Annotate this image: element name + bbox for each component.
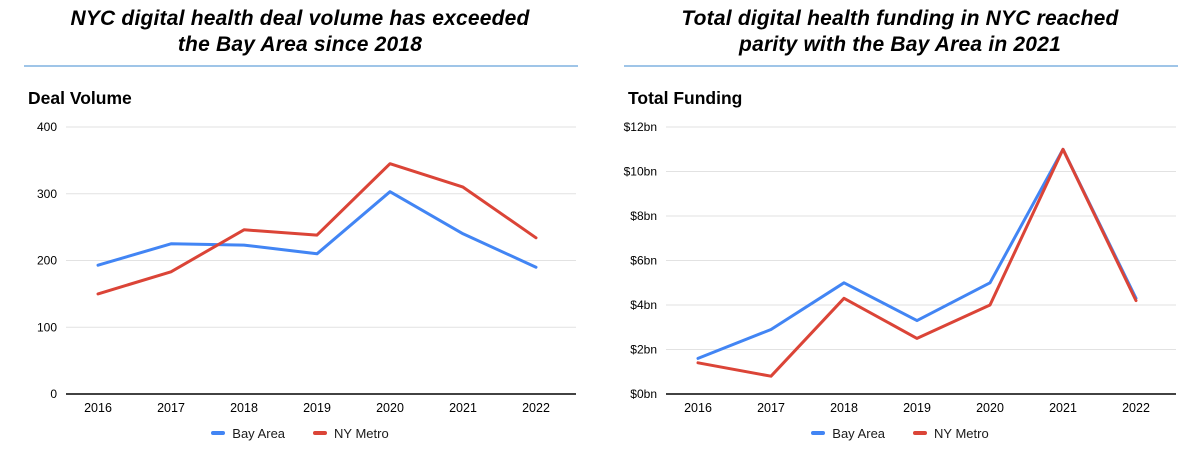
legend-item-ny-metro: NY Metro (313, 426, 389, 441)
y-axis-tick-label: 0 (50, 387, 57, 401)
y-axis-tick-label: $10bn (624, 165, 657, 179)
y-axis-tick-label: 400 (37, 120, 57, 134)
x-axis-tick-label: 2020 (976, 401, 1004, 415)
x-axis-tick-label: 2017 (757, 401, 785, 415)
ny-metro-legend-swatch (913, 431, 928, 435)
title-line-1: Total digital health funding in NYC reac… (681, 7, 1119, 30)
y-axis-tick-label: $0bn (630, 387, 657, 401)
title-underline-rule (24, 65, 578, 67)
bay-area-legend-swatch (811, 431, 826, 435)
y-axis-tick-label: $8bn (630, 209, 657, 223)
y-axis-tick-label: $2bn (630, 343, 657, 357)
deal-volume-legend: Bay Area NY Metro (0, 424, 600, 442)
bay-area-legend-label: Bay Area (232, 425, 286, 441)
legend-item-bay-area: Bay Area (211, 426, 285, 441)
x-axis-tick-label: 2019 (303, 401, 331, 415)
y-axis-tick-label: 100 (37, 320, 57, 334)
y-axis-tick-label: $4bn (630, 298, 657, 312)
x-axis-tick-label: 2017 (157, 401, 185, 415)
x-axis-tick-label: 2018 (830, 401, 858, 415)
y-axis-tick-label: 300 (37, 187, 57, 201)
deal-volume-panel: NYC digital health deal volume has excee… (0, 6, 600, 442)
y-axis-tick-label: $12bn (624, 120, 657, 134)
y-axis-tick-label: 200 (37, 254, 57, 268)
ny-metro-line (696, 147, 1138, 378)
x-axis-tick-label: 2016 (684, 401, 712, 415)
deal-volume-axis-label: Deal Volume (28, 88, 132, 108)
deal-volume-line-chart: 0 100 200 300 400 2016 2017 2018 2019 2020 2021 202… (37, 120, 576, 415)
title-underline-rule (624, 65, 1178, 67)
title-line-2: the Bay Area since 2018 (177, 33, 423, 56)
title-line-2: parity with the Bay Area in 2021 (739, 33, 1061, 56)
bay-area-legend-swatch (211, 431, 226, 435)
ny-metro-line (96, 162, 538, 296)
deal-volume-title: NYC digital health deal volume has excee… (30, 6, 570, 58)
bay-area-line (696, 147, 1138, 360)
y-axis-tick-label: $6bn (630, 254, 657, 268)
title-line-1: NYC digital health deal volume has excee… (70, 7, 530, 30)
x-axis-tick-label: 2019 (903, 401, 931, 415)
legend-item-bay-area: Bay Area (811, 426, 885, 441)
bay-area-legend-label: Bay Area (832, 425, 886, 441)
x-axis-tick-label: 2018 (230, 401, 258, 415)
legend-item-ny-metro: NY Metro (913, 426, 989, 441)
x-axis-tick-label: 2021 (449, 401, 477, 415)
total-funding-axis-label: Total Funding (628, 88, 743, 108)
x-axis-tick-label: 2022 (522, 401, 550, 415)
total-funding-panel: Total digital health funding in NYC reac… (600, 0, 1200, 463)
bay-area-line (96, 190, 538, 269)
x-axis-tick-label: 2021 (1049, 401, 1077, 415)
ny-metro-legend-swatch (313, 431, 328, 435)
x-axis-tick-label: 2022 (1122, 401, 1150, 415)
total-funding-line-chart: $0bn $2bn $4bn $6bn $8bn $10bn $12bn 2016 2017 20… (624, 120, 1176, 415)
ny-metro-legend-label: NY Metro (334, 425, 389, 441)
ny-metro-legend-label: NY Metro (934, 425, 989, 441)
x-axis-tick-label: 2020 (376, 401, 404, 415)
total-funding-title: Total digital health funding in NYC reac… (630, 6, 1170, 58)
total-funding-legend: Bay Area NY Metro (600, 424, 1200, 442)
x-axis-tick-label: 2016 (84, 401, 112, 415)
